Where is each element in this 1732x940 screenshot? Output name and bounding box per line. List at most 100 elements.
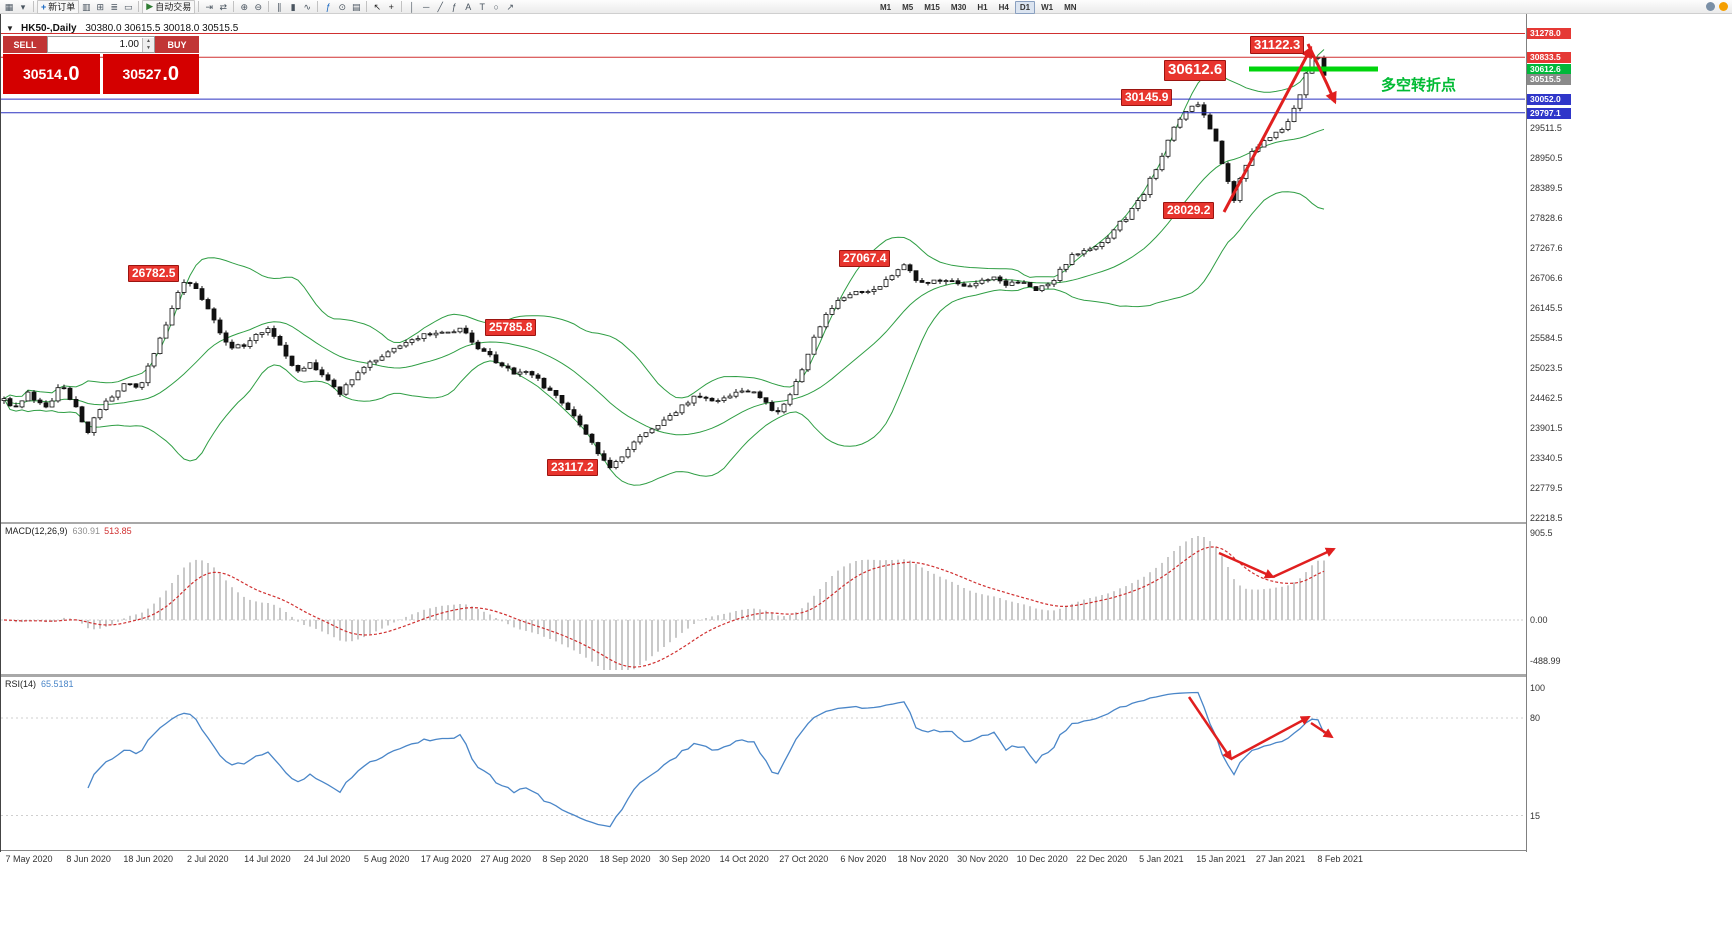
ohlc-values: 30380.0 30615.5 30018.0 30515.5 — [85, 23, 239, 34]
data-window-icon[interactable]: ⊞ — [96, 1, 105, 12]
chart-shift-icon[interactable]: ⇥ — [205, 1, 213, 12]
price-tick: 25584.5 — [1530, 333, 1563, 343]
date-label: 30 Sep 2020 — [659, 854, 711, 864]
price-annotation-label[interactable]: 30145.9 — [1121, 89, 1173, 106]
date-label: 2 Jul 2020 — [187, 854, 229, 864]
buy-price-button[interactable]: 30527 .0 — [102, 54, 199, 94]
rsi-panel[interactable]: RSI(14) 65.5181 — [1, 677, 1527, 835]
one-click-collapse-icon[interactable]: ▼ — [6, 24, 14, 33]
candlestick-chart[interactable] — [1, 14, 1527, 522]
new-chart-icon[interactable]: ▦ — [4, 1, 14, 12]
crosshair-icon[interactable]: + — [388, 1, 394, 12]
market-watch-icon[interactable]: ▥ — [82, 1, 91, 12]
label-icon[interactable]: T — [479, 1, 485, 12]
price-annotation-label[interactable]: 28029.2 — [1163, 202, 1215, 219]
fibonacci-icon[interactable]: ƒ — [451, 1, 457, 12]
macd-plot[interactable] — [1, 524, 1527, 674]
toolbar-separator — [33, 1, 34, 12]
shapes-icon[interactable]: ○ — [493, 1, 499, 12]
price-tick: 27267.6 — [1530, 243, 1563, 253]
trendline-icon[interactable]: ╱ — [437, 1, 443, 12]
macd-panel[interactable]: MACD(12,26,9) 630.91 513.85 — [1, 524, 1527, 674]
price-annotation-label[interactable]: 30612.6 — [1164, 60, 1227, 81]
price-tick: 23901.5 — [1530, 423, 1563, 433]
autotrading-button-label: 自动交易 — [155, 2, 192, 12]
vertical-line-icon[interactable]: │ — [409, 1, 416, 12]
timeframe-h1[interactable]: H1 — [977, 3, 988, 12]
rsi-scale-label: 15 — [1530, 811, 1541, 821]
candlestick-chart-icon[interactable]: ▮ — [290, 1, 296, 12]
timeframe-m30[interactable]: M30 — [950, 3, 967, 12]
timeframe-m5[interactable]: M5 — [902, 3, 914, 12]
date-label: 8 Sep 2020 — [542, 854, 589, 864]
sell-button[interactable]: SELL — [3, 36, 47, 53]
toolbar-separator — [233, 1, 235, 12]
zoom-out-icon[interactable]: ⊖ — [254, 1, 262, 12]
buy-button[interactable]: BUY — [155, 36, 199, 53]
new-order-button[interactable]: + 新订单 — [37, 0, 80, 14]
autotrading-button-icon: ▶ — [146, 1, 154, 11]
profiles-icon[interactable]: ▾ — [20, 1, 26, 12]
bar-chart-icon[interactable]: ∥ — [276, 1, 282, 12]
date-label: 8 Feb 2021 — [1317, 854, 1363, 864]
toolbar-separator — [198, 1, 200, 12]
date-label: 6 Nov 2020 — [840, 854, 887, 864]
price-line-label: 30612.6 — [1527, 63, 1571, 75]
sell-price-pips: .0 — [62, 62, 80, 85]
indicators-icon[interactable]: ƒ — [325, 1, 331, 12]
price-annotation-label[interactable]: 31122.3 — [1250, 36, 1305, 55]
price-line-label: 29797.1 — [1527, 107, 1571, 119]
timeframe-m1[interactable]: M1 — [880, 3, 892, 12]
notifications-icon[interactable] — [1719, 2, 1728, 11]
volume-value[interactable]: 1.00 — [119, 39, 139, 50]
volume-up-icon[interactable]: ▲ — [143, 37, 154, 45]
timeframe-mn[interactable]: MN — [1064, 3, 1077, 12]
autotrading-button[interactable]: ▶ 自动交易 — [142, 0, 196, 14]
rsi-svg — [1, 691, 1525, 828]
text-icon[interactable]: A — [465, 1, 472, 12]
zoom-in-icon[interactable]: ⊕ — [240, 1, 248, 12]
toolbar-right-icons — [1706, 2, 1728, 11]
date-label: 5 Aug 2020 — [363, 854, 410, 864]
timeframe-h4[interactable]: H4 — [998, 3, 1009, 12]
date-label: 15 Jan 2021 — [1196, 854, 1246, 864]
volume-field[interactable]: 1.00 ▲ ▼ — [47, 36, 155, 53]
new-order-button-icon: + — [41, 1, 47, 12]
panel-splitter[interactable] — [1, 522, 1573, 524]
help-icon[interactable] — [1706, 2, 1715, 11]
templates-icon[interactable]: ▤ — [351, 1, 361, 12]
sell-price-button[interactable]: 30514 .0 — [3, 54, 100, 94]
price-annotation-label[interactable]: 27067.4 — [839, 250, 891, 267]
periods-icon[interactable]: ⊙ — [338, 1, 346, 12]
date-label: 27 Jan 2021 — [1255, 854, 1306, 864]
line-chart-icon[interactable]: ∿ — [303, 1, 311, 12]
macd-scale-label: 905.5 — [1530, 528, 1553, 538]
price-annotation-label[interactable]: 23117.2 — [547, 459, 598, 476]
navigator-icon[interactable]: ≣ — [110, 1, 119, 12]
time-axis[interactable]: 7 May 2020 8 Jun 2020 18 Jun 2020 2 Jul 202… — [1, 850, 1573, 867]
auto-scroll-icon[interactable]: ⇄ — [219, 1, 227, 12]
panel-splitter[interactable] — [1, 674, 1573, 677]
toolbar-separator — [317, 1, 319, 12]
price-annotation-label[interactable]: 26782.5 — [128, 265, 180, 282]
horizontal-line-icon[interactable]: ─ — [423, 1, 430, 12]
buy-price-pips: .0 — [162, 62, 180, 85]
price-tick: 23340.5 — [1530, 453, 1563, 463]
price-annotation-label[interactable]: 25785.8 — [485, 319, 537, 336]
price-axis[interactable]: 29511.5 28950.5 28389.5 27828.6 27267.6 26706… — [1526, 14, 1573, 852]
rsi-value: 65.5181 — [41, 679, 74, 689]
price-chart-panel[interactable]: ▼ HK50-,Daily 30380.0 30615.5 30018.0 30… — [1, 14, 1527, 522]
arrow-object-icon[interactable]: ↗ — [506, 1, 514, 12]
price-tick: 28950.5 — [1530, 153, 1563, 163]
timeframe-m15[interactable]: M15 — [924, 3, 940, 12]
rsi-name: RSI(14) — [5, 679, 37, 689]
rsi-plot[interactable] — [1, 677, 1527, 835]
terminal-icon[interactable]: ▭ — [124, 1, 133, 12]
cursor-icon[interactable]: ↖ — [373, 1, 381, 12]
timeframe-w1[interactable]: W1 — [1041, 3, 1054, 12]
timeframe-d1[interactable]: D1 — [1014, 1, 1036, 14]
date-label: 5 Jan 2021 — [1139, 854, 1184, 864]
turning-point-note[interactable]: 多空转折点 — [1381, 77, 1457, 94]
volume-down-icon[interactable]: ▼ — [143, 44, 154, 52]
price-tick: 26706.6 — [1530, 273, 1563, 283]
